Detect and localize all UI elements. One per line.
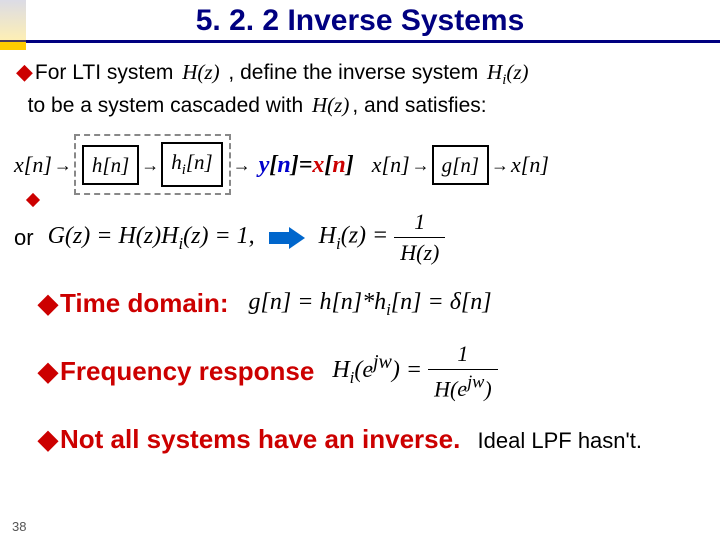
bullet-icon: ◆ xyxy=(38,424,58,454)
freq-response-point: ◆Frequency response Hi(ejw) = 1H(ejw) xyxy=(38,339,700,404)
arrow-icon: → xyxy=(231,153,253,177)
arrow-icon: → xyxy=(52,153,74,177)
label-yxn: y[n]=x[n] xyxy=(259,149,354,181)
not-tail: Ideal LPF hasn't. xyxy=(478,428,642,453)
eq-time: g[n] = h[n]*hi[n] = δ[n] xyxy=(249,286,492,321)
label-xin: x[n] xyxy=(14,150,52,180)
bullet-icon: ◆ xyxy=(16,59,33,84)
eq-hiz: Hi(z) = 1H(z) xyxy=(319,207,446,267)
not-all-point: ◆Not all systems have an inverse. Ideal … xyxy=(38,422,700,457)
arrow-icon: → xyxy=(139,153,161,177)
implies-arrow-icon xyxy=(269,229,305,247)
arrow-icon: → xyxy=(410,153,432,177)
box-hi: hi[n] xyxy=(161,142,222,187)
or-label: or xyxy=(14,223,34,253)
corner-accent-top xyxy=(0,0,26,42)
content-area: ◆For LTI system H(z) , define the invers… xyxy=(0,43,720,457)
title-bar: 5. 2. 2 Inverse Systems xyxy=(0,0,720,43)
or-equation-row: or G(z) = H(z)Hi(z) = 1, Hi(z) = 1H(z) xyxy=(14,207,700,267)
time-domain-point: ◆Time domain: g[n] = h[n]*hi[n] = δ[n] xyxy=(38,286,700,321)
bullet-icon: ◆ xyxy=(38,288,58,318)
math-hiz: Hi(z) xyxy=(484,60,531,84)
eq-freq: Hi(ejw) = 1H(ejw) xyxy=(332,339,497,404)
label-xin2: x[n] xyxy=(372,150,410,180)
box-h: h[n] xyxy=(82,145,139,185)
slide-title: 5. 2. 2 Inverse Systems xyxy=(196,4,525,37)
eq-gz: G(z) = H(z)Hi(z) = 1, xyxy=(48,220,255,255)
dashed-group: h[n] → hi[n] xyxy=(74,134,231,195)
corner-accent xyxy=(0,42,26,50)
bullet-icon: ◆ xyxy=(38,356,58,386)
not-label: Not all systems have an inverse. xyxy=(60,424,460,454)
page-number: 38 xyxy=(12,519,26,534)
intro-text: ◆For LTI system H(z) , define the invers… xyxy=(16,57,700,120)
freq-label: Frequency response xyxy=(60,356,314,386)
time-label: Time domain: xyxy=(60,288,229,318)
math-hz: H(z) xyxy=(179,60,222,84)
box-g: g[n] xyxy=(432,145,489,185)
label-xout: x[n] xyxy=(511,150,549,180)
block-diagram: x[n] → h[n] → hi[n] → y[n]=x[n] x[n] → g… xyxy=(14,134,700,195)
math-hz2: H(z) xyxy=(309,93,352,117)
arrow-icon: → xyxy=(489,153,511,177)
